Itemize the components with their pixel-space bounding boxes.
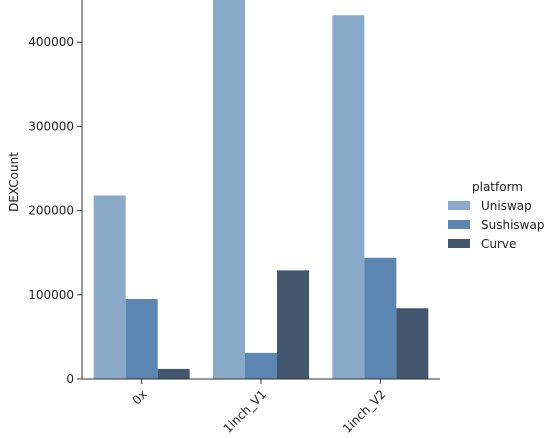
legend-swatch-uniswap — [448, 201, 470, 210]
x-tick-label: 1inch_V2 — [340, 387, 389, 434]
bar-curve-1inch_v2 — [396, 308, 429, 379]
bar-uniswap-1inch_v1 — [213, 0, 245, 379]
legend-swatch-curve — [448, 239, 470, 248]
legend-label-curve: Curve — [481, 237, 516, 251]
y-axis-title: DEXCount — [7, 152, 21, 212]
y-tick-label: 300000 — [28, 119, 74, 133]
bars-group — [93, 0, 429, 379]
legend-label-uniswap: Uniswap — [481, 199, 532, 213]
bar-uniswap-0x — [93, 195, 126, 379]
y-tick-label: 0 — [66, 372, 74, 386]
bar-sushiswap-0x — [125, 299, 158, 379]
bar-uniswap-1inch_v2 — [332, 15, 365, 379]
bar-curve-1inch_v1 — [277, 270, 309, 379]
legend-title: platform — [472, 180, 523, 194]
y-tick-label: 100000 — [28, 288, 74, 302]
legend-label-sushiswap: Sushiswap — [481, 218, 544, 232]
legend-swatch-sushiswap — [448, 220, 470, 229]
y-tick-label: 400000 — [28, 35, 74, 49]
y-tick-label: 200000 — [28, 204, 74, 218]
bar-sushiswap-1inch_v1 — [245, 352, 277, 379]
x-tick-label: 1inch_V1 — [221, 387, 270, 434]
x-tick-label: 0x — [129, 387, 149, 407]
bar-sushiswap-1inch_v2 — [364, 257, 397, 379]
bar-curve-0x — [157, 368, 190, 379]
